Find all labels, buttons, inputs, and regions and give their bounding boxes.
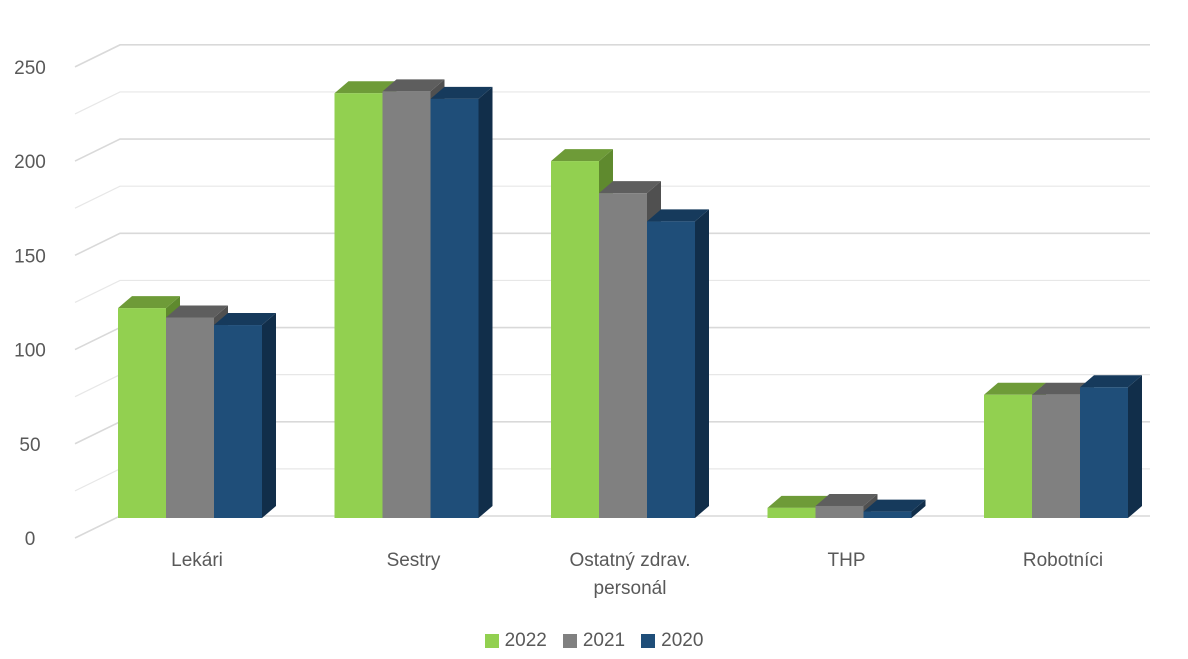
bar-top (1080, 375, 1142, 388)
gridline (74, 279, 1150, 303)
bar-front (382, 91, 431, 518)
bar-top (118, 296, 180, 309)
bar-side (478, 86, 493, 518)
bar-front (647, 221, 695, 518)
bar-front (430, 98, 479, 518)
bar-front (1032, 394, 1080, 518)
gridline (74, 515, 1150, 539)
bar (214, 313, 276, 518)
bar-front (984, 394, 1032, 518)
bar (430, 86, 493, 518)
legend-label: 2020 (661, 630, 704, 651)
bar-top (815, 493, 878, 506)
bar-top (1032, 382, 1094, 395)
bar-top (430, 86, 493, 99)
gridline (74, 138, 1150, 162)
legend: 2022 2021 2020 (0, 630, 1188, 652)
bar-front (334, 93, 383, 518)
bar-top (214, 313, 276, 326)
bar-front (767, 507, 816, 518)
legend-swatch (641, 634, 656, 648)
y-tick-label: 100 (14, 341, 46, 362)
bar-top (334, 81, 397, 94)
x-tick-label: Lekári (171, 550, 223, 571)
y-axis: 0 50 100 150 200 250 (14, 58, 46, 550)
legend-item: 2022 (484, 630, 547, 652)
x-tick-label: THP (828, 550, 866, 571)
bars (118, 79, 1142, 519)
bar-front (815, 505, 864, 518)
bar-front (599, 193, 647, 518)
legend-item: 2020 (641, 630, 703, 652)
gridline (74, 91, 1150, 115)
bar-front (118, 308, 166, 518)
bar-side (911, 499, 926, 518)
x-tick-label: Sestry (387, 550, 441, 571)
bar-top (166, 305, 228, 318)
bar-top (767, 495, 830, 508)
x-tick-label: personál (594, 578, 667, 599)
gridline (74, 185, 1150, 209)
bar-top (863, 499, 926, 512)
bar (815, 493, 878, 518)
x-axis: Lekári Sestry Ostatný zdrav. personál THP Rob… (171, 550, 1103, 599)
legend-swatch (484, 634, 499, 648)
bar-top (647, 209, 709, 222)
x-tick-label: Robotníci (1023, 550, 1103, 571)
legend-label: 2022 (504, 630, 547, 651)
legend-label: 2021 (582, 630, 626, 651)
bar-front (551, 161, 599, 519)
bar (863, 499, 926, 518)
bar-front (1080, 387, 1128, 518)
y-tick-label: 0 (25, 529, 36, 550)
legend-swatch (562, 634, 577, 648)
bar (1080, 375, 1142, 518)
bar-side (695, 209, 709, 518)
bar-top (984, 382, 1046, 395)
bar (647, 209, 709, 518)
bar-front (863, 511, 912, 518)
bar-top (382, 79, 445, 92)
gridline (74, 44, 1150, 68)
y-tick-label: 200 (14, 152, 46, 173)
y-tick-label: 50 (19, 435, 40, 456)
bar-top (599, 181, 661, 194)
bar-chart: 0 50 100 150 200 250 Lekári Sestry Ostatný zdra… (14, 44, 1150, 599)
bar-front (214, 325, 262, 518)
legend-item: 2021 (562, 630, 626, 652)
y-tick-label: 250 (14, 58, 46, 79)
gridline (74, 232, 1150, 257)
bar-side (262, 313, 276, 518)
x-tick-label: Ostatný zdrav. (569, 550, 690, 571)
bar-top (551, 149, 613, 162)
y-tick-label: 150 (14, 246, 46, 267)
bar-side (1128, 375, 1142, 518)
bar-front (166, 317, 214, 518)
